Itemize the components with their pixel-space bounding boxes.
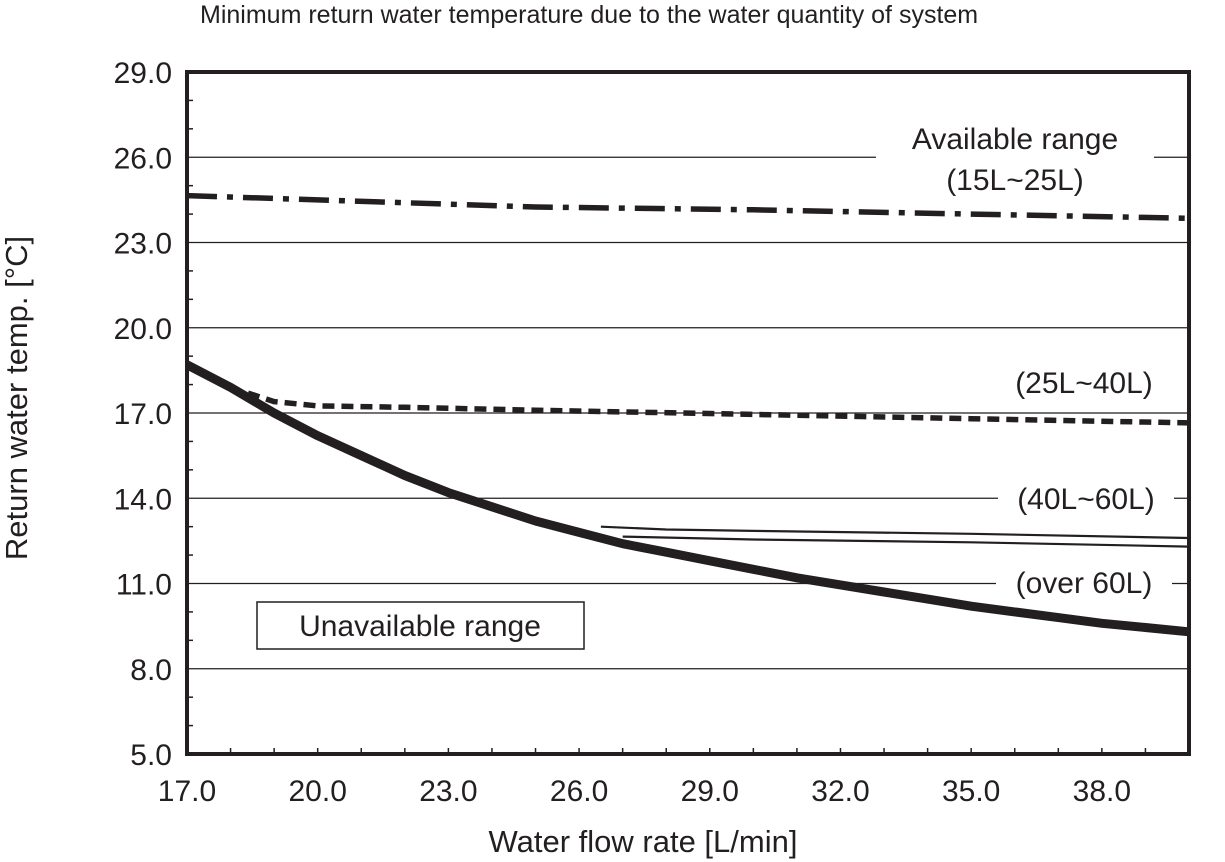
y-tick-label: 29.0 (114, 57, 172, 90)
x-tick-labels: 17.0 20.0 23.0 26.0 29.0 32.0 35.0 38.0 (158, 775, 1131, 808)
series-line-3 (600, 525, 1190, 540)
y-tick-label: 5.0 (130, 739, 172, 772)
y-tick-label: 26.0 (114, 142, 172, 175)
x-tick-label: 17.0 (158, 775, 216, 808)
y-tick-labels: 5.0 8.0 11.0 14.0 17.0 20.0 23.0 26.0 29.0 (114, 57, 172, 772)
series-line-1 (186, 192, 1190, 222)
y-tick-label: 20.0 (114, 313, 172, 346)
x-tick-label: 23.0 (419, 775, 477, 808)
annotation-over-60: (over 60L) (1016, 567, 1153, 600)
y-tick-label: 11.0 (116, 569, 172, 602)
series-line-4 (622, 535, 1190, 548)
x-tick-label: 29.0 (681, 775, 739, 808)
unavailable-range-box (256, 601, 585, 650)
y-axis-label: Return water temp. [°C] (0, 236, 34, 560)
range-40-60-bg (998, 478, 1174, 518)
minor-ticks (187, 99, 1147, 754)
x-tick-label: 35.0 (942, 775, 1000, 808)
x-tick-label: 20.0 (289, 775, 347, 808)
y-tick-label: 17.0 (114, 398, 172, 431)
range-25-40-bg (996, 362, 1172, 402)
annotation-unavailable-range: Unavailable range (299, 610, 541, 643)
y-tick-label: 14.0 (114, 483, 172, 516)
plot-frame (185, 70, 1191, 756)
series-line-2 (247, 390, 1190, 426)
x-tick-label: 38.0 (1073, 775, 1131, 808)
annotation-15-25: (15L~25L) (946, 164, 1084, 197)
x-tick-label: 26.0 (550, 775, 608, 808)
y-tick-label: 8.0 (130, 654, 172, 687)
x-tick-label: 32.0 (811, 775, 869, 808)
grid-lines (187, 156, 1189, 670)
y-tick-label: 23.0 (114, 228, 172, 261)
annotation-available-range: Available range (912, 123, 1118, 156)
x-axis-label: Water flow rate [L/min] (489, 824, 798, 859)
series-lines (184, 192, 1190, 637)
range-over-60-bg (996, 563, 1172, 603)
annotation-40-60: (40L~60L) (1017, 483, 1155, 516)
annotation-25-40: (25L~40L) (1015, 367, 1153, 400)
available-range-bg (876, 118, 1154, 198)
chart-title: Minimum return water temperature due to … (200, 1, 978, 29)
series-line-0 (184, 360, 1190, 637)
